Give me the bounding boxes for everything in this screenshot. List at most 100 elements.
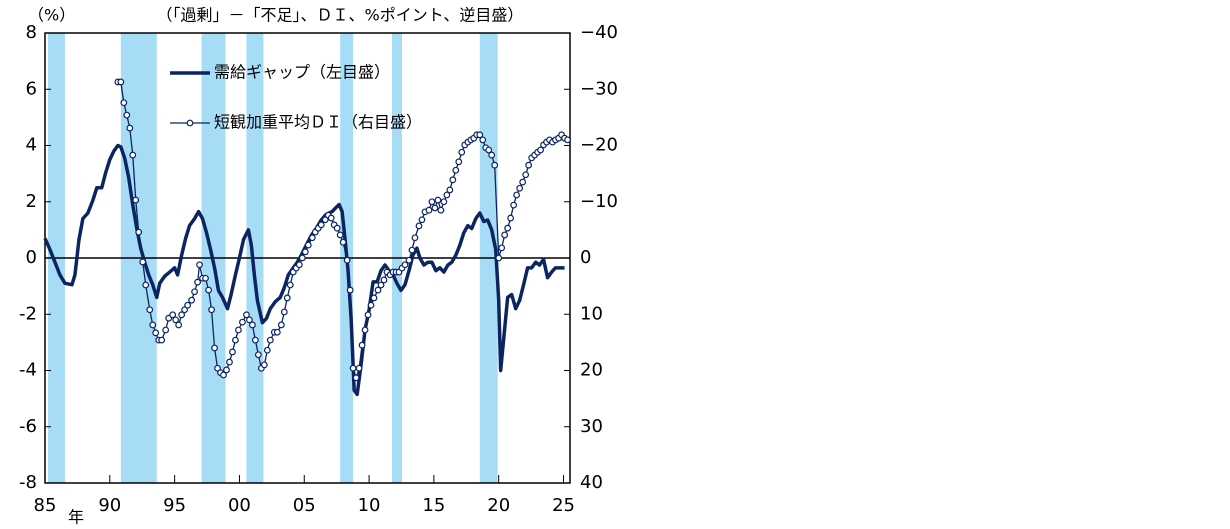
data-point [401,261,409,269]
data-point [525,161,533,169]
y-tick-label: 2 [26,191,37,212]
data-point [349,364,357,372]
data-point [564,136,571,144]
y-tick-label: 6 [26,78,37,99]
y2-tick-label: −40 [580,22,618,43]
data-point [504,224,512,232]
data-point [479,136,487,144]
data-point [491,161,499,169]
data-point [229,348,236,356]
data-point [321,216,329,224]
data-point [254,351,262,359]
data-point [235,326,242,334]
data-point [126,124,134,132]
y2-tick-label: 30 [580,416,603,437]
data-point [211,344,218,352]
data-point [175,321,183,329]
data-point [437,206,445,214]
data-point [188,296,196,304]
data-point [139,258,147,266]
data-point [411,234,419,242]
data-point [431,204,439,212]
data-point [377,281,385,289]
data-point [214,364,221,372]
data-point [208,306,215,314]
data-point [327,214,335,222]
y-tick-label: 4 [26,135,37,156]
data-point [191,288,198,296]
data-point [358,341,366,349]
data-point [455,158,463,166]
data-point [169,311,177,319]
data-point [226,358,233,366]
data-point [364,311,372,319]
x-tick-label: 95 [163,495,186,516]
data-point [129,151,137,159]
data-point [301,248,309,256]
data-point [449,176,457,184]
data-point [117,78,125,86]
data-point [380,276,388,284]
data-point [266,336,274,344]
data-point [346,286,354,294]
y-tick-label: -4 [19,360,37,381]
data-point [428,198,436,206]
data-point [149,321,157,329]
y-tick-label: -2 [19,303,37,324]
data-point [501,231,509,239]
y2-tick-label: 20 [580,360,603,381]
data-point [135,228,143,236]
data-point [249,321,256,329]
data-point [440,198,448,206]
y2-tick-label: −30 [580,78,618,99]
data-point [333,224,341,232]
data-point [220,371,227,379]
y2-tick-label: −20 [580,135,618,156]
y-tick-label: -6 [19,416,37,437]
data-point [251,336,259,344]
legend-label: 短観加重平均ＤＩ（右目盛） [214,113,422,132]
x-tick-label: 15 [422,495,445,516]
data-point [280,308,288,316]
data-point [519,178,527,186]
data-point [488,151,496,159]
data-point [194,278,201,286]
y2-tick-label: 40 [580,472,603,493]
data-point [146,306,154,314]
data-point [367,301,375,309]
y2-tick-label: 10 [580,303,603,324]
data-point [277,321,285,329]
y-tick-label: 8 [26,22,37,43]
data-point [405,256,413,264]
x-tick-label: 05 [293,495,316,516]
legend-marker [186,119,194,127]
x-tick-label: 85 [34,495,57,516]
data-point [158,336,166,344]
data-point [485,146,493,154]
data-point [516,184,524,192]
data-point [223,366,230,374]
data-point [132,196,140,204]
data-point [308,234,316,242]
data-point [172,316,180,324]
data-point [295,261,303,269]
data-point [184,301,191,309]
data-point [355,364,363,372]
data-point [232,336,239,344]
data-point [452,166,460,174]
x-tick-label: 25 [552,495,575,516]
data-point [205,286,212,294]
data-point [304,241,312,249]
data-point [298,254,306,262]
data-point [181,306,189,314]
data-point [202,274,209,282]
data-point [120,99,128,107]
x-tick-label: 00 [228,495,251,516]
data-point [239,318,246,326]
x-axis-label: 年 [68,508,84,527]
x-tick-label: 20 [487,495,510,516]
y-tick-label: -8 [19,472,37,493]
y-tick-label: 0 [26,247,37,268]
data-point [476,131,484,139]
